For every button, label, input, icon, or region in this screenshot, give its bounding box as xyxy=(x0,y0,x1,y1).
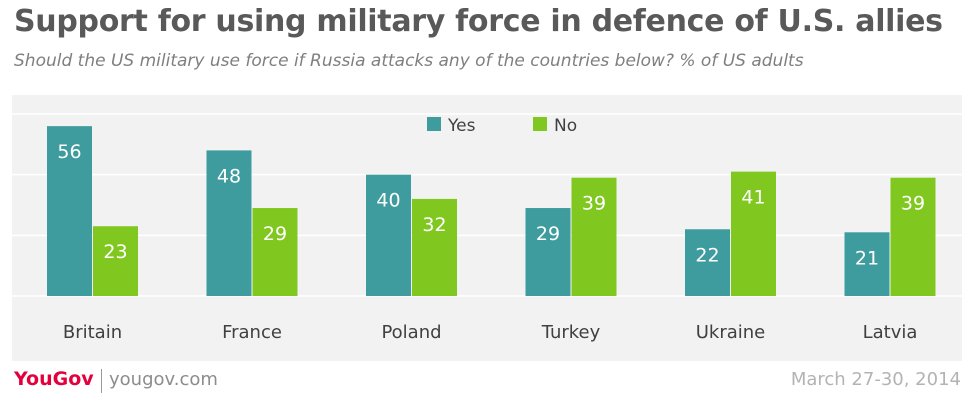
data-label: 39 xyxy=(901,193,925,215)
bar-no-latvia xyxy=(890,177,936,296)
data-label: 40 xyxy=(376,190,400,212)
x-tick-label: Ukraine xyxy=(696,322,766,343)
footer-date: March 27-30, 2014 xyxy=(790,369,961,390)
plot-background xyxy=(12,95,962,361)
bar-yes-poland xyxy=(366,174,411,296)
bar-yes-ukraine xyxy=(685,229,730,296)
legend-label-yes: Yes xyxy=(447,116,476,136)
legend-label-no: No xyxy=(554,116,577,136)
x-tick-label: Britain xyxy=(63,322,122,343)
yougov-logo: YouGov xyxy=(14,368,94,390)
footer-divider xyxy=(101,369,102,393)
bar-no-turkey xyxy=(571,177,617,296)
bar-no-britain xyxy=(93,226,138,296)
footer-url[interactable]: yougov.com xyxy=(109,369,218,390)
data-label: 32 xyxy=(422,214,446,236)
data-label: 21 xyxy=(855,247,879,269)
bar-no-france xyxy=(252,208,298,296)
bar-no-poland xyxy=(412,198,457,296)
legend-swatch-yes xyxy=(427,117,441,131)
x-tick-label: Latvia xyxy=(863,322,918,343)
bar-no-ukraine xyxy=(731,171,776,296)
data-label: 22 xyxy=(695,244,719,266)
bar-yes-latvia xyxy=(844,232,890,296)
data-label: 29 xyxy=(536,223,560,245)
bar-yes-turkey xyxy=(525,208,571,296)
x-tick-label: France xyxy=(222,322,282,343)
data-label: 23 xyxy=(103,241,127,263)
data-label: 29 xyxy=(263,223,287,245)
legend-swatch-no xyxy=(533,117,547,131)
data-label: 48 xyxy=(217,165,241,187)
data-label: 39 xyxy=(582,193,606,215)
chart-subtitle: Should the US military use force if Russ… xyxy=(14,51,804,71)
data-label: 56 xyxy=(57,141,81,163)
data-label: 41 xyxy=(741,187,765,209)
bar-yes-britain xyxy=(47,126,92,296)
chart-title: Support for using military force in defe… xyxy=(14,4,943,39)
x-tick-label: Poland xyxy=(381,322,441,343)
bar-yes-france xyxy=(206,150,252,296)
x-tick-label: Turkey xyxy=(541,322,601,343)
